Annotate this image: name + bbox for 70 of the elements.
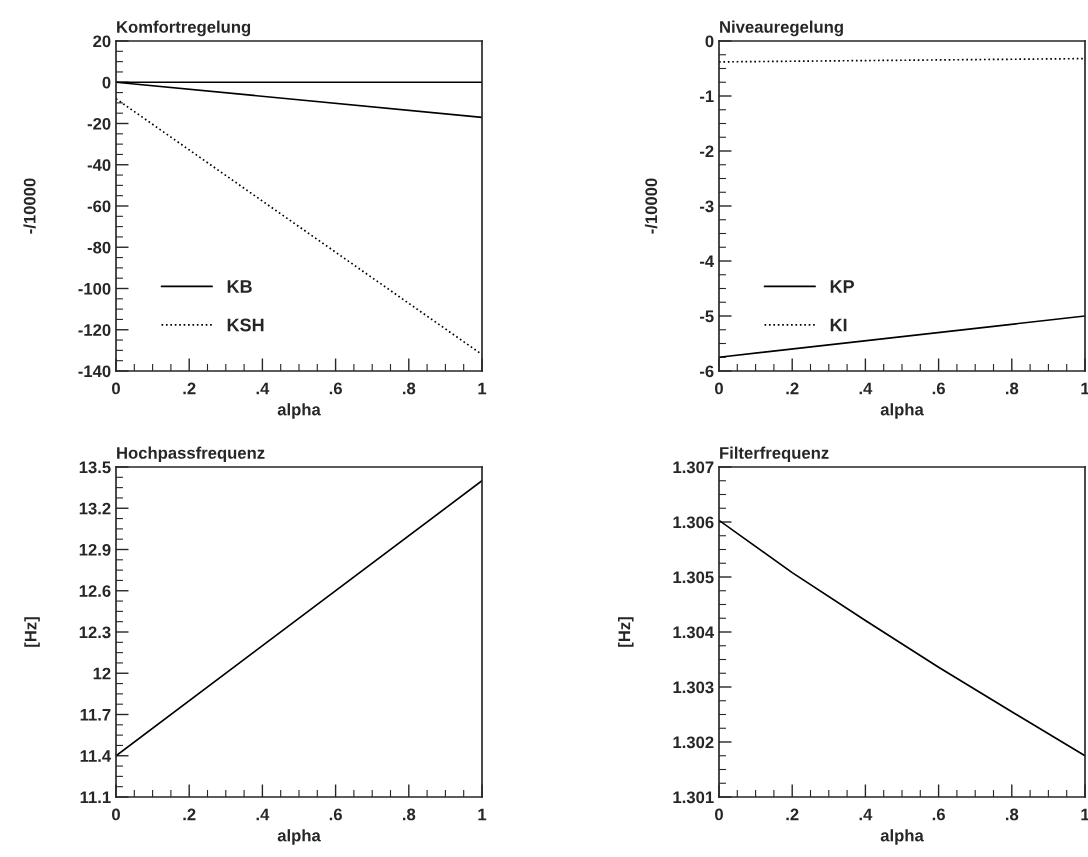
- x-tick-label: .6: [932, 808, 945, 821]
- x-tick-label: 0: [715, 808, 723, 821]
- x-tick-label: .2: [786, 382, 799, 395]
- x-tick-label: .8: [402, 808, 416, 821]
- y-tick-label: -100: [78, 282, 111, 295]
- y-tick-label: -1: [699, 90, 714, 103]
- x-tick-label: .2: [183, 382, 196, 395]
- y-tick-label: -120: [78, 324, 111, 336]
- x-tick-label: .6: [932, 382, 945, 395]
- y-tick-label: -60: [87, 200, 111, 213]
- x-tick-label: 0: [715, 382, 723, 395]
- y-tick-label: -2: [699, 145, 714, 158]
- x-tick-label: .4: [256, 808, 270, 821]
- y-tick-label: 1.302: [673, 736, 714, 749]
- y-tick-label: -4: [699, 255, 715, 268]
- chart-title: Hochpassfrequenz: [117, 446, 265, 463]
- chart-title: Komfortregelung: [117, 20, 251, 37]
- x-tick-label: .4: [859, 382, 873, 395]
- y-axis-title: [Hz]: [618, 617, 634, 647]
- y-tick-label: 11.7: [80, 709, 111, 721]
- x-tick-label: .4: [859, 808, 873, 821]
- y-tick-label: 1.301: [673, 791, 714, 804]
- x-tick-label: .6: [329, 382, 342, 395]
- y-axis-title: -/10000: [23, 178, 36, 234]
- y-tick-label: -140: [78, 365, 111, 378]
- chart-title: Niveauregelung: [720, 20, 843, 37]
- y-tick-label: -20: [87, 117, 111, 130]
- y-tick-label: 1.307: [673, 461, 714, 474]
- y-tick-label: 12.3: [79, 626, 111, 639]
- y-axis-title: [Hz]: [24, 617, 40, 647]
- y-tick-label: -80: [87, 241, 111, 254]
- x-tick-label: .8: [1005, 808, 1019, 821]
- x-axis-title: alpha: [880, 829, 924, 845]
- y-tick-label: 12.6: [79, 585, 111, 597]
- x-tick-label: .2: [183, 808, 196, 821]
- y-tick-label: 11.1: [80, 791, 111, 804]
- y-tick-label: 12: [93, 667, 111, 680]
- x-tick-label: 1: [478, 382, 487, 395]
- y-tick-label: 11.4: [80, 750, 112, 762]
- y-tick-label: 1.306: [673, 516, 714, 529]
- y-tick-label: 13.2: [79, 502, 111, 515]
- legend-label: KP: [830, 280, 854, 293]
- y-tick-label: -5: [699, 310, 714, 323]
- x-axis-title: alpha: [277, 403, 321, 419]
- x-tick-label: .8: [1005, 382, 1019, 395]
- legend-label: KI: [830, 318, 847, 332]
- x-tick-label: .2: [786, 808, 799, 821]
- y-tick-label: -6: [699, 365, 714, 378]
- y-tick-label: 0: [705, 35, 714, 48]
- y-tick-label: -3: [699, 200, 714, 213]
- x-axis-title: alpha: [880, 403, 924, 419]
- chart-title: Filterfrequenz: [720, 446, 829, 463]
- y-axis-title: -/10000: [644, 178, 658, 234]
- legend-label: KB: [227, 280, 252, 293]
- y-tick-label: 20: [93, 35, 111, 48]
- y-tick-label: 13.5: [79, 461, 111, 474]
- x-tick-label: .8: [402, 382, 416, 395]
- y-tick-label: 1.303: [673, 681, 714, 694]
- x-tick-label: 1: [478, 808, 487, 821]
- x-tick-label: .6: [329, 808, 342, 821]
- x-tick-label: 0: [112, 808, 120, 821]
- y-tick-label: 12.9: [79, 543, 111, 556]
- y-tick-label: 1.305: [673, 571, 714, 584]
- legend-label: KSH: [227, 318, 264, 332]
- y-tick-label: -40: [87, 159, 111, 171]
- x-axis-title: alpha: [277, 829, 321, 845]
- y-tick-label: 0: [102, 76, 111, 89]
- x-tick-label: 0: [112, 382, 120, 395]
- x-tick-label: .4: [256, 382, 270, 395]
- y-tick-label: 1.304: [673, 626, 715, 639]
